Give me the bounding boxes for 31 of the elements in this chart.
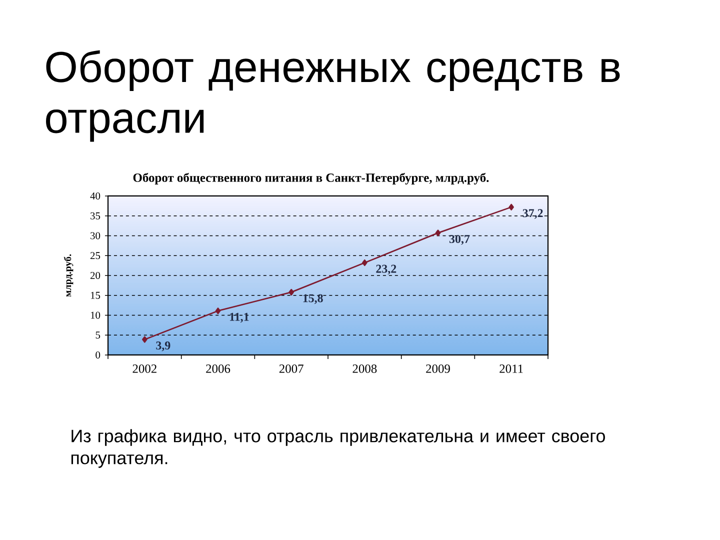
x-tick-label: 2007 bbox=[279, 364, 304, 373]
y-tick-label: 20 bbox=[90, 272, 100, 280]
point bbox=[435, 230, 441, 236]
x-tick-label: 2009 bbox=[426, 364, 450, 373]
data-label: 37,2 bbox=[522, 209, 543, 219]
point bbox=[362, 259, 368, 266]
point bbox=[215, 308, 221, 314]
x-tick-label: 2008 bbox=[352, 364, 377, 373]
x-tick-label: 2011 bbox=[500, 364, 523, 373]
y-tick-label: 5 bbox=[96, 332, 100, 339]
y-tick-label: 10 bbox=[90, 312, 100, 319]
x-tick-label: 2002 bbox=[132, 364, 156, 373]
y-tick-label: 40 bbox=[90, 192, 100, 200]
data-label: 15,8 bbox=[303, 294, 323, 304]
y-tick-label: 0 bbox=[96, 351, 100, 359]
point bbox=[508, 204, 514, 210]
chart-title: Оборот денежных средств в отрасли bbox=[46, 50, 620, 142]
point bbox=[288, 288, 294, 296]
x-tick-label: 2006 bbox=[206, 364, 230, 373]
y-tick-label: 25 bbox=[90, 252, 100, 260]
text: Из графика видно, что отрасль привлекательна и имеет своего покупателя. bbox=[71, 429, 605, 468]
y-tick-label: 15 bbox=[90, 292, 100, 299]
y-axis-title: млрд.руб. bbox=[64, 254, 74, 297]
chart-subtitle: Оборот общественного питания в Санкт-Петербурге, млрд.руб. bbox=[133, 172, 489, 184]
point bbox=[142, 336, 148, 343]
data-label: 30,7 bbox=[449, 234, 470, 245]
y-tick-label: 30 bbox=[90, 232, 100, 240]
data-label: 11,1 bbox=[230, 312, 249, 323]
data-label: 23,2 bbox=[376, 264, 396, 275]
data-label: 3,9 bbox=[156, 341, 170, 352]
y-tick-label: 35 bbox=[90, 212, 100, 220]
